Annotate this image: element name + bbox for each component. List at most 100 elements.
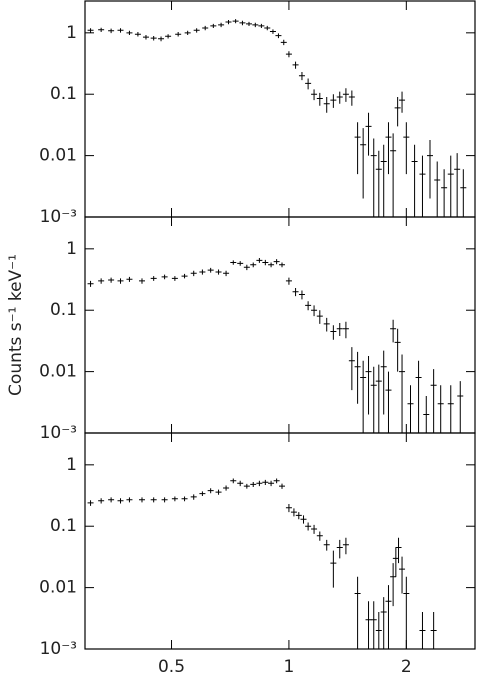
data-point (330, 550, 337, 588)
data-point (370, 366, 377, 433)
data-point (108, 28, 115, 34)
data-point (295, 512, 302, 520)
data-point (460, 169, 467, 217)
data-point (117, 28, 124, 33)
data-point (285, 277, 292, 285)
x-tick-label: 0.5 (158, 657, 185, 677)
data-point (330, 325, 337, 340)
data-point (225, 19, 232, 25)
data-point (457, 381, 464, 433)
data-point (252, 22, 259, 28)
data-point (237, 261, 244, 266)
data-point (419, 612, 426, 649)
data-point (385, 585, 392, 649)
data-point (415, 360, 422, 433)
y-tick-label: 1 (66, 455, 77, 475)
data-point (336, 91, 343, 104)
data-point (215, 269, 222, 275)
data-point (285, 504, 292, 513)
data-point (142, 35, 149, 40)
data-point (258, 23, 265, 28)
data-point (158, 36, 165, 42)
data-point (292, 61, 299, 69)
data-point (256, 480, 263, 487)
data-point (380, 350, 387, 415)
data-point (199, 491, 206, 497)
data-point (150, 276, 157, 281)
data-point (323, 317, 330, 332)
data-point (300, 515, 307, 524)
data-point (380, 597, 387, 649)
data-point (237, 480, 244, 487)
data-point (316, 92, 323, 106)
data-point (311, 89, 318, 101)
data-point (434, 161, 441, 217)
data-point (403, 576, 410, 649)
data-point (298, 290, 305, 300)
y-tick-label: 0.1 (50, 300, 77, 320)
data-point (290, 508, 297, 517)
y-tick-label: 0.01 (39, 146, 77, 166)
data-point (279, 262, 286, 268)
data-point (305, 522, 312, 531)
data-point (375, 150, 382, 217)
data-point (108, 497, 115, 503)
data-point (190, 270, 197, 277)
data-point (365, 601, 372, 649)
data-point (411, 144, 418, 217)
data-point (419, 155, 426, 217)
data-point (316, 310, 323, 324)
data-point (403, 122, 410, 175)
data-point (305, 301, 312, 311)
data-point (365, 355, 372, 415)
data-point (394, 97, 401, 127)
data-point (311, 524, 318, 534)
data-point (150, 35, 157, 41)
data-point (223, 485, 230, 491)
data-point (138, 497, 145, 503)
data-point (250, 262, 257, 268)
data-point (342, 321, 349, 339)
data-point (454, 153, 461, 217)
y-tick-label: 10⁻³ (40, 423, 77, 443)
data-point (430, 369, 437, 433)
data-point (98, 278, 105, 284)
y-tick-label: 1 (66, 239, 77, 259)
data-point (239, 20, 246, 26)
data-point (354, 351, 361, 404)
data-point (437, 385, 444, 433)
data-point (223, 270, 230, 277)
data-point (365, 112, 372, 156)
data-point (171, 276, 178, 281)
data-point (441, 169, 448, 217)
data-point (210, 23, 217, 28)
data-point (117, 498, 124, 504)
data-point (273, 259, 280, 265)
data-point (348, 90, 355, 106)
panel-frame (84, 216, 476, 434)
data-point (275, 33, 282, 39)
data-point (342, 537, 349, 555)
y-tick-label: 0.01 (39, 362, 77, 382)
data-point (336, 322, 343, 337)
data-point (218, 22, 225, 28)
data-point (407, 385, 414, 433)
data-point (390, 133, 397, 217)
panel-frame (84, 0, 476, 218)
data-point (392, 547, 399, 577)
y-tick-label: 0.1 (50, 84, 77, 104)
data-point (150, 497, 157, 503)
data-point (360, 128, 367, 199)
y-tick-label: 10⁻³ (40, 639, 77, 659)
data-point (323, 97, 330, 113)
data-point (375, 612, 382, 649)
data-point (385, 122, 392, 175)
data-point (375, 364, 382, 433)
data-point (243, 483, 250, 489)
data-point (399, 556, 406, 594)
data-point (243, 264, 250, 271)
data-point (395, 537, 402, 564)
data-point (87, 500, 94, 506)
data-point (171, 496, 178, 502)
